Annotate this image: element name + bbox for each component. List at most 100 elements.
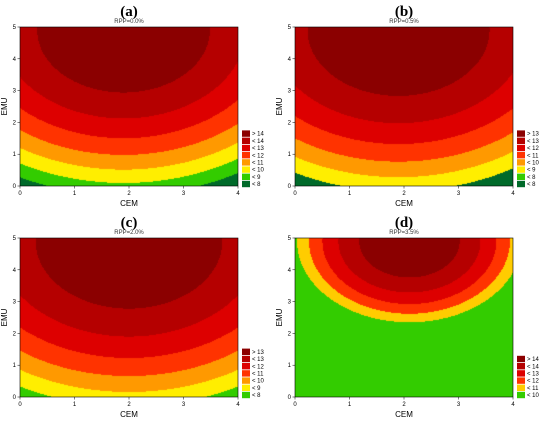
x-tick-label-a: 0 bbox=[18, 191, 22, 197]
chart-title-d: RPP=3.5% bbox=[389, 230, 419, 236]
legend-swatch-c bbox=[242, 363, 250, 370]
panel-letter-c: (c) bbox=[121, 215, 138, 231]
y-tick-label-a: 4 bbox=[13, 57, 17, 63]
legend-label-b: < 11 bbox=[527, 153, 539, 159]
x-tick-label-d: 1 bbox=[348, 402, 352, 408]
y-tick-label-b: 0 bbox=[288, 184, 292, 190]
x-tick-label-c: 4 bbox=[236, 402, 240, 408]
panel-letter-d: (d) bbox=[395, 215, 413, 231]
y-tick-label-b: 2 bbox=[288, 120, 292, 126]
legend-label-d: < 11 bbox=[527, 386, 539, 392]
legend-swatch-d bbox=[517, 363, 525, 370]
y-tick-label-d: 1 bbox=[288, 363, 292, 369]
y-tick-label-d: 3 bbox=[288, 300, 292, 306]
legend-swatch-b bbox=[517, 180, 525, 188]
legend-label-c: > 13 bbox=[252, 350, 265, 356]
x-tick-label-b: 1 bbox=[348, 191, 352, 197]
y-axis-label-d: EMU bbox=[275, 308, 284, 326]
y-axis-label-a: EMU bbox=[0, 97, 9, 115]
contour-chart-a: (a)RPP=0.0% 0 1 2 3 4 0 1 2 3 4 5 CEM EMU > 14< 14< 13… bbox=[0, 4, 265, 208]
chart-title-a: RPP=0.0% bbox=[114, 19, 144, 25]
legend-swatch-c bbox=[242, 355, 250, 363]
legend-swatch-b bbox=[517, 130, 525, 137]
legend-swatch-d bbox=[517, 377, 525, 384]
legend-swatch-c bbox=[242, 384, 250, 391]
x-tick-label-c: 2 bbox=[127, 402, 131, 408]
legend-swatch-c bbox=[242, 391, 250, 399]
panel-letter-a: (a) bbox=[120, 4, 138, 20]
x-tick-label-b: 4 bbox=[511, 191, 515, 197]
contour-fill-d bbox=[295, 238, 513, 397]
legend-swatch-b bbox=[517, 159, 525, 166]
legend-swatch-a bbox=[242, 152, 250, 159]
panel-b: (b) RPP=0.5% 0 1 2 3 4 0 1 2 3 4 5 CEM EMU > 13 < 13 < 12… bbox=[275, 0, 550, 211]
legend-label-a: > 14 bbox=[252, 132, 265, 138]
y-tick-label-c: 5 bbox=[13, 236, 17, 242]
legend-label-c: < 13 bbox=[252, 357, 265, 363]
x-tick-label-b: 0 bbox=[293, 191, 297, 197]
legend-swatch-a bbox=[242, 180, 250, 188]
legend-label-c: < 10 bbox=[252, 379, 265, 385]
legend-swatch-a bbox=[242, 159, 250, 166]
legend-swatch-c bbox=[242, 377, 250, 384]
legend-label-a: < 10 bbox=[252, 168, 265, 174]
x-tick-label-b: 3 bbox=[457, 191, 461, 197]
contour-chart-c: (c)RPP=2.0% 0 1 2 3 4 0 1 2 3 4 5 CEM EMU > 13< 13< 12… bbox=[0, 215, 265, 419]
legend-swatch-d bbox=[517, 391, 525, 399]
y-tick-label-a: 0 bbox=[13, 184, 17, 190]
panel-letter-b: (b) bbox=[395, 4, 413, 20]
legend-swatch-b bbox=[517, 144, 525, 152]
y-tick-label-a: 1 bbox=[13, 152, 17, 158]
y-tick-label-a: 5 bbox=[13, 25, 17, 31]
y-tick-label-d: 2 bbox=[288, 331, 292, 337]
y-tick-label-a: 2 bbox=[13, 120, 17, 126]
y-tick-label-b: 5 bbox=[288, 25, 292, 31]
x-tick-label-c: 0 bbox=[18, 402, 22, 408]
x-tick-label-d: 2 bbox=[402, 402, 406, 408]
y-axis-label-b: EMU bbox=[275, 97, 284, 115]
y-tick-label-b: 4 bbox=[288, 57, 292, 63]
legend-swatch-d bbox=[517, 370, 525, 377]
legend-label-b: < 9 bbox=[527, 168, 536, 174]
legend-label-c: < 9 bbox=[252, 386, 261, 392]
legend-swatch-c bbox=[242, 370, 250, 377]
y-tick-label-c: 3 bbox=[13, 300, 17, 306]
x-axis-label-c: CEM bbox=[120, 410, 138, 419]
contour-chart-b: (b)RPP=0.5% 0 1 2 3 4 0 1 2 3 4 5 CEM EMU > 13< 13< 12… bbox=[275, 4, 540, 208]
panel-d: (d) RPP=3.5% 0 1 2 3 4 0 1 2 3 4 5 CEM EMU > 14 < 14 < 13… bbox=[275, 211, 550, 422]
y-tick-label-c: 0 bbox=[13, 395, 17, 401]
legend-label-c: < 8 bbox=[252, 393, 261, 399]
legend-label-d: < 12 bbox=[527, 379, 540, 385]
y-tick-label-d: 4 bbox=[288, 268, 292, 274]
legend-label-a: < 14 bbox=[252, 139, 265, 145]
legend-swatch-a bbox=[242, 144, 250, 152]
legend-swatch-d bbox=[517, 384, 525, 391]
y-tick-label-d: 5 bbox=[288, 236, 292, 242]
x-axis-label-a: CEM bbox=[120, 199, 138, 208]
x-tick-label-a: 3 bbox=[182, 191, 186, 197]
panel-c: (c) RPP=2.0% 0 1 2 3 4 0 1 2 3 4 5 CEM EMU > 13 < 13 < 12… bbox=[0, 211, 275, 422]
legend-label-b: < 12 bbox=[527, 146, 540, 152]
x-axis-label-b: CEM bbox=[395, 199, 413, 208]
legend-label-b: < 8 bbox=[527, 175, 536, 181]
y-axis-label-c: EMU bbox=[0, 308, 9, 326]
chart-title-b: RPP=0.5% bbox=[389, 19, 419, 25]
x-tick-label-a: 2 bbox=[127, 191, 131, 197]
legend-swatch-a bbox=[242, 173, 250, 180]
legend-label-a: < 8 bbox=[252, 182, 261, 188]
x-tick-label-a: 1 bbox=[73, 191, 77, 197]
x-tick-label-b: 2 bbox=[402, 191, 406, 197]
y-tick-label-a: 3 bbox=[13, 89, 17, 95]
y-tick-label-d: 0 bbox=[288, 395, 292, 401]
chart-title-c: RPP=2.0% bbox=[114, 230, 144, 236]
x-tick-label-d: 3 bbox=[457, 402, 461, 408]
y-tick-label-c: 4 bbox=[13, 268, 17, 274]
legend-swatch-d bbox=[517, 355, 525, 363]
legend-label-b: < 13 bbox=[527, 139, 540, 145]
legend-swatch-b bbox=[517, 166, 525, 173]
y-tick-label-c: 2 bbox=[13, 331, 17, 337]
legend-swatch-a bbox=[242, 130, 250, 137]
legend-label-c: < 11 bbox=[252, 372, 264, 378]
legend-label-d: > 14 bbox=[527, 357, 540, 363]
y-tick-label-c: 1 bbox=[13, 363, 17, 369]
